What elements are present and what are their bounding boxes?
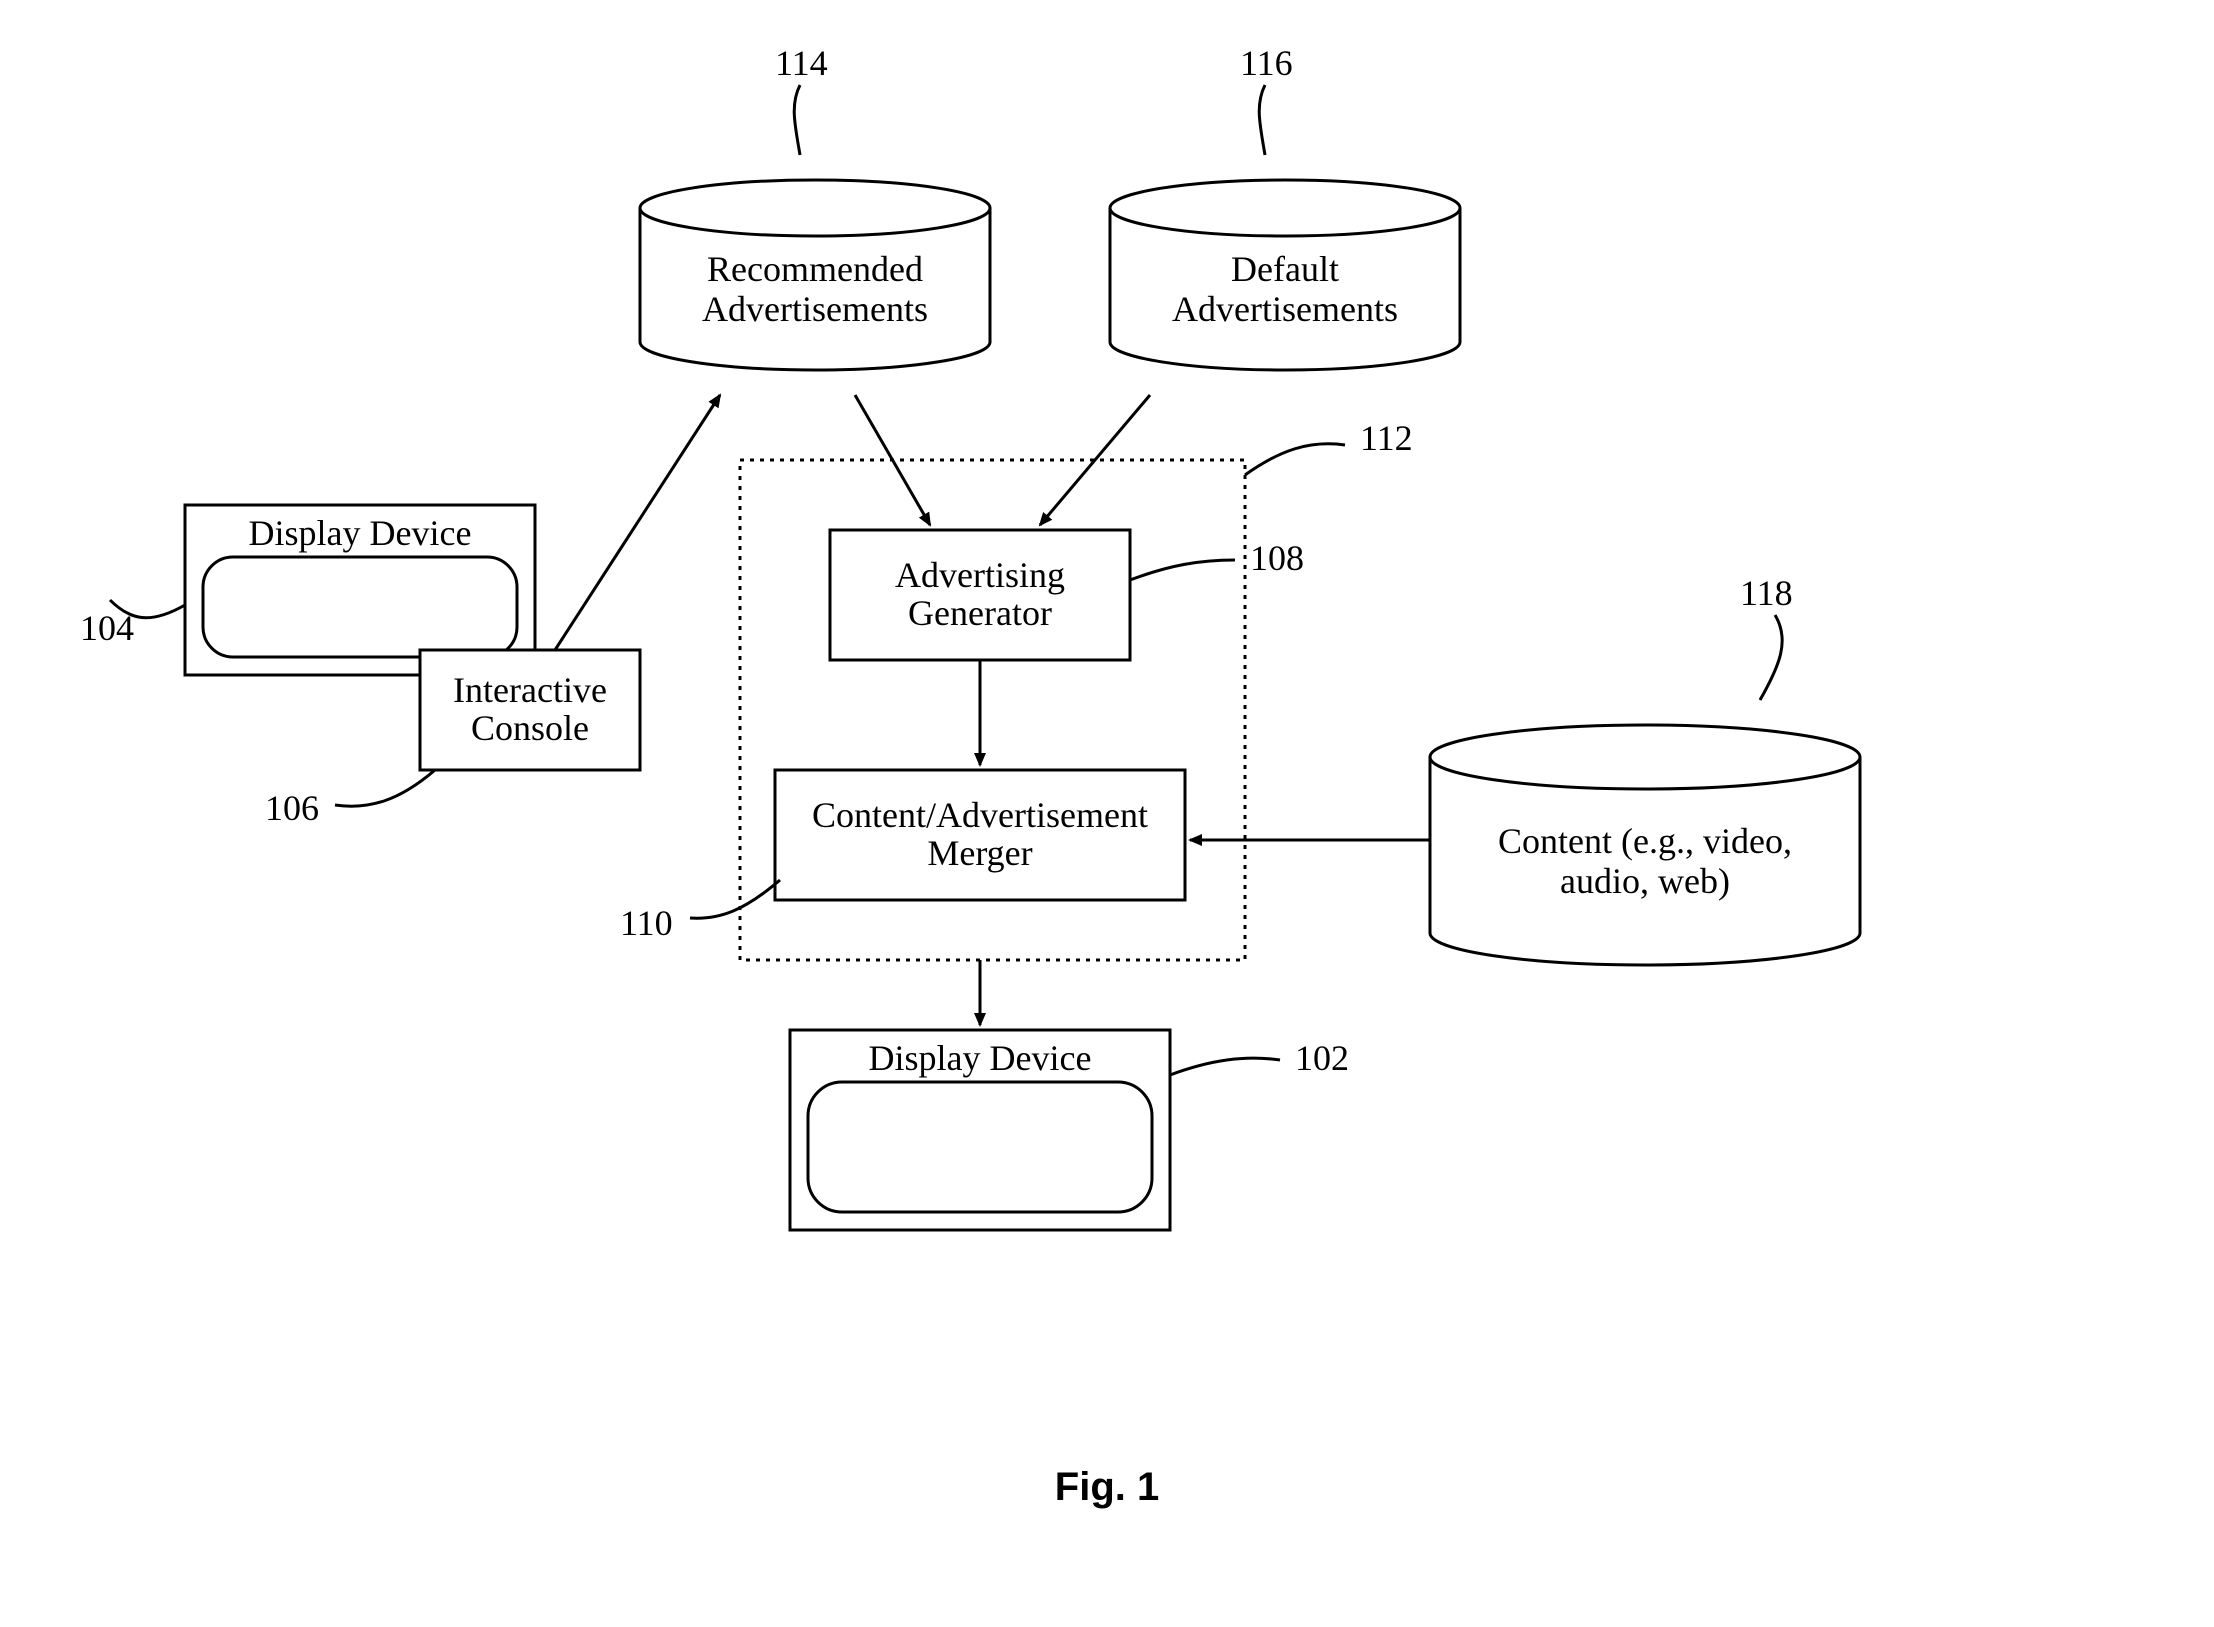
svg-text:114: 114 bbox=[775, 43, 828, 83]
svg-text:Advertising: Advertising bbox=[895, 555, 1065, 595]
svg-text:Generator: Generator bbox=[908, 593, 1052, 633]
edges bbox=[555, 395, 1430, 1025]
svg-text:102: 102 bbox=[1295, 1038, 1349, 1078]
svg-text:Interactive: Interactive bbox=[453, 670, 607, 710]
display-device-large: Display Device bbox=[790, 1030, 1170, 1230]
cylinder-recommended-ads: RecommendedAdvertisements bbox=[640, 180, 990, 370]
svg-text:Content/Advertisement: Content/Advertisement bbox=[812, 795, 1148, 835]
svg-text:Advertisements: Advertisements bbox=[1172, 289, 1398, 329]
cylinder-default-ads: DefaultAdvertisements bbox=[1110, 180, 1460, 370]
svg-text:Advertisements: Advertisements bbox=[702, 289, 928, 329]
svg-text:110: 110 bbox=[620, 903, 673, 943]
svg-text:Display Device: Display Device bbox=[869, 1038, 1092, 1078]
svg-text:audio, web): audio, web) bbox=[1560, 861, 1730, 901]
box-content-ad-merger: Content/AdvertisementMerger bbox=[775, 770, 1185, 900]
svg-text:Default: Default bbox=[1231, 249, 1339, 289]
svg-text:Console: Console bbox=[471, 708, 589, 748]
svg-text:112: 112 bbox=[1360, 418, 1413, 458]
svg-text:108: 108 bbox=[1250, 538, 1304, 578]
svg-text:104: 104 bbox=[80, 608, 134, 648]
svg-text:116: 116 bbox=[1240, 43, 1293, 83]
svg-text:Content (e.g., video,: Content (e.g., video, bbox=[1498, 821, 1792, 861]
box-interactive-console: InteractiveConsole bbox=[420, 650, 640, 770]
svg-text:106: 106 bbox=[265, 788, 319, 828]
cylinder-content: Content (e.g., video,audio, web) bbox=[1430, 725, 1860, 965]
svg-text:Recommended: Recommended bbox=[707, 249, 923, 289]
svg-text:Display Device: Display Device bbox=[249, 513, 472, 553]
box-advertising-generator: AdvertisingGenerator bbox=[830, 530, 1130, 660]
svg-text:Merger: Merger bbox=[927, 833, 1032, 873]
figure-caption: Fig. 1 bbox=[1055, 1465, 1159, 1509]
svg-text:118: 118 bbox=[1740, 573, 1793, 613]
